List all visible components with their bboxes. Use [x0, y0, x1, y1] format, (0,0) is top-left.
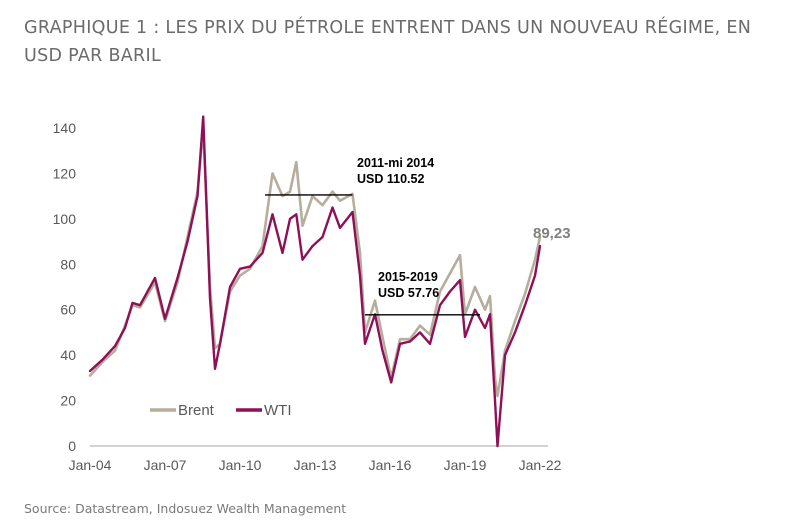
annotation-period: 2015-2019 [378, 270, 438, 284]
annotation-average: USD 110.52 [357, 172, 424, 186]
y-tick-label: 120 [53, 165, 77, 181]
x-tick-label: Jan-13 [294, 457, 337, 473]
y-tick-label: 60 [60, 302, 76, 318]
y-tick-label: 140 [53, 120, 77, 136]
last-value-label: 89,23 [533, 225, 571, 242]
x-tick-label: Jan-07 [144, 457, 187, 473]
y-tick-label: 40 [60, 347, 76, 363]
annotation-layer: 2011-mi 2014 USD 110.52 2015-2019 USD 57.76… [265, 156, 571, 316]
x-tick-label: Jan-16 [369, 457, 412, 473]
y-axis: 0 20 40 60 80 100 120 140 [53, 120, 77, 454]
y-tick-label: 20 [60, 393, 76, 409]
series-layer [88, 115, 542, 448]
legend: Brent WTI [150, 402, 292, 419]
x-tick-label: Jan-04 [69, 457, 112, 473]
x-tick-label: Jan-22 [519, 457, 562, 473]
y-tick-label: 100 [53, 211, 77, 227]
x-axis: Jan-04 Jan-07 Jan-10 Jan-13 Jan-16 Jan-19 Jan-… [69, 457, 562, 473]
y-tick-label: 0 [68, 438, 76, 454]
annotation-average: USD 57.76 [378, 286, 439, 300]
chart-title: GRAPHIQUE 1 : LES PRIX DU PÉTROLE ENTREN… [24, 18, 752, 66]
x-tick-label: Jan-19 [444, 457, 487, 473]
series-line-wti [88, 115, 542, 448]
series-line-brent [88, 126, 542, 398]
y-tick-label: 80 [60, 256, 76, 272]
source-note: Source: Datastream, Indosuez Wealth Mana… [24, 501, 347, 516]
legend-label: Brent [178, 402, 215, 419]
legend-label: WTI [264, 402, 292, 419]
annotation-period: 2011-mi 2014 [357, 156, 434, 170]
x-tick-label: Jan-10 [219, 457, 262, 473]
